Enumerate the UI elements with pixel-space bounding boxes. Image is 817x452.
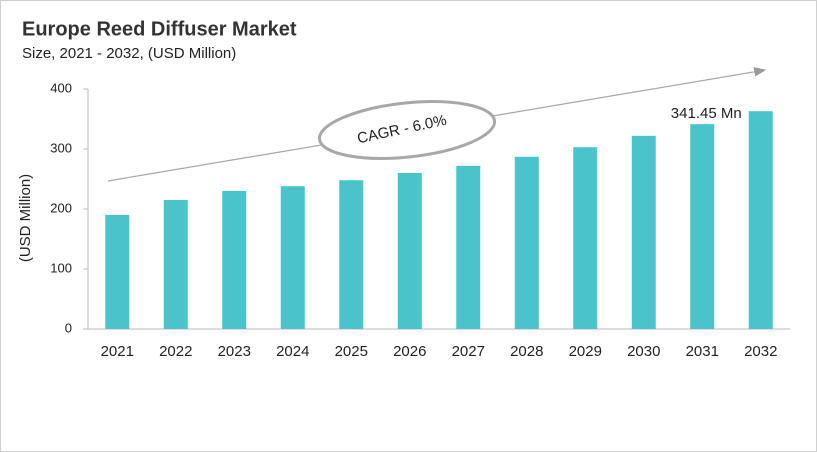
bar xyxy=(105,215,130,329)
x-tick-label: 2028 xyxy=(510,343,543,360)
x-tick-label: 2031 xyxy=(686,343,719,360)
bar xyxy=(631,135,656,329)
chart-subtitle: Size, 2021 - 2032, (USD Million) xyxy=(22,45,236,62)
x-tick-label: 2032 xyxy=(744,343,777,360)
y-axis-label: (USD Million) xyxy=(17,174,34,262)
bar xyxy=(339,180,364,329)
y-tick-label: 0 xyxy=(65,320,72,335)
bar xyxy=(456,165,481,329)
bar xyxy=(397,173,422,329)
x-tick-label: 2024 xyxy=(276,343,309,360)
y-tick-label: 100 xyxy=(50,260,72,275)
x-tick-label: 2026 xyxy=(393,343,426,360)
x-tick-label: 2023 xyxy=(218,343,251,360)
x-tick-label: 2027 xyxy=(452,343,485,360)
bar xyxy=(690,124,715,329)
y-tick-label: 200 xyxy=(50,200,72,215)
data-label: 341.45 Mn xyxy=(671,105,742,122)
x-tick-label: 2022 xyxy=(159,343,192,360)
bar xyxy=(280,186,305,329)
chart-title: Europe Reed Diffuser Market xyxy=(22,18,297,40)
x-tick-label: 2029 xyxy=(569,343,602,360)
y-tick-label: 300 xyxy=(50,140,72,155)
x-tick-label: 2021 xyxy=(101,343,134,360)
x-tick-label: 2025 xyxy=(335,343,368,360)
bar xyxy=(573,147,598,329)
bar xyxy=(514,156,539,329)
y-tick-label: 400 xyxy=(50,80,72,95)
bar xyxy=(748,111,773,329)
cagr-ellipse xyxy=(317,100,497,160)
bar xyxy=(163,200,188,329)
x-tick-label: 2030 xyxy=(627,343,660,360)
bar xyxy=(222,191,247,329)
